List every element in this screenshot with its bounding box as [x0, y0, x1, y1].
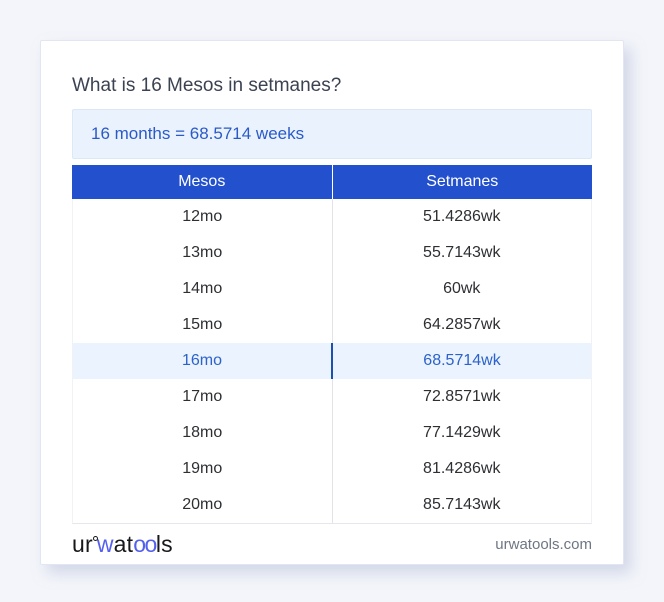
site-link[interactable]: urwatools.com — [495, 535, 592, 553]
table-row: 19mo 81.4286wk — [73, 451, 591, 487]
setmanes-cell: 55.7143wk — [423, 244, 501, 261]
mesos-cell: 12mo — [73, 199, 333, 235]
answer-box: 16 months = 68.5714 weeks — [72, 109, 592, 159]
mesos-cell: 17mo — [73, 379, 333, 415]
setmanes-cell: 85.7143wk — [423, 496, 501, 513]
setmanes-cell: 72.8571wk — [423, 388, 501, 405]
mesos-cell: 14mo — [73, 271, 333, 307]
mesos-cell: 19mo — [73, 451, 333, 487]
setmanes-cell: 68.5714wk — [423, 352, 501, 369]
logo-part-at: at — [113, 530, 134, 557]
page-title: What is 16 Mesos in setmanes? — [72, 75, 342, 96]
setmanes-cell: 81.4286wk — [423, 460, 501, 477]
table-row: 12mo 51.4286wk — [73, 199, 591, 235]
table-row: 17mo 72.8571wk — [73, 379, 591, 415]
logo-part-ls: ls — [155, 530, 173, 557]
table-row: 20mo 85.7143wk — [73, 487, 591, 523]
table-body: 12mo 51.4286wk 13mo 55.7143wk 14mo 60wk … — [72, 199, 592, 524]
table-row: 18mo 77.1429wk — [73, 415, 591, 451]
logo-part-ur: ur — [72, 530, 93, 557]
mesos-cell: 20mo — [73, 487, 333, 523]
logo-part-w: w — [96, 530, 114, 557]
table-row: 15mo 64.2857wk — [73, 307, 591, 343]
footer: ur watools urwatools.com — [72, 524, 592, 564]
setmanes-cell: 77.1429wk — [423, 424, 501, 441]
table-header: Mesos Setmanes — [72, 165, 592, 199]
mesos-cell: 13mo — [73, 235, 333, 271]
setmanes-cell: 60wk — [443, 280, 481, 297]
ring-icon — [92, 535, 98, 541]
table-row: 14mo 60wk — [73, 271, 591, 307]
mesos-cell: 18mo — [73, 415, 333, 451]
answer-text: 16 months = 68.5714 weeks — [91, 124, 305, 143]
conversion-card: What is 16 Mesos in setmanes? 16 months … — [40, 40, 624, 565]
logo[interactable]: ur watools — [72, 531, 173, 558]
logo-part-oo: oo — [133, 530, 157, 557]
header-cell-setmanes: Setmanes — [426, 173, 499, 190]
mesos-cell: 15mo — [73, 307, 333, 343]
header-cell-mesos: Mesos — [72, 165, 333, 199]
setmanes-cell: 51.4286wk — [423, 208, 501, 225]
table-row: 16mo 68.5714wk — [73, 343, 591, 379]
mesos-cell: 16mo — [73, 343, 333, 379]
setmanes-cell: 64.2857wk — [423, 316, 501, 333]
table-row: 13mo 55.7143wk — [73, 235, 591, 271]
